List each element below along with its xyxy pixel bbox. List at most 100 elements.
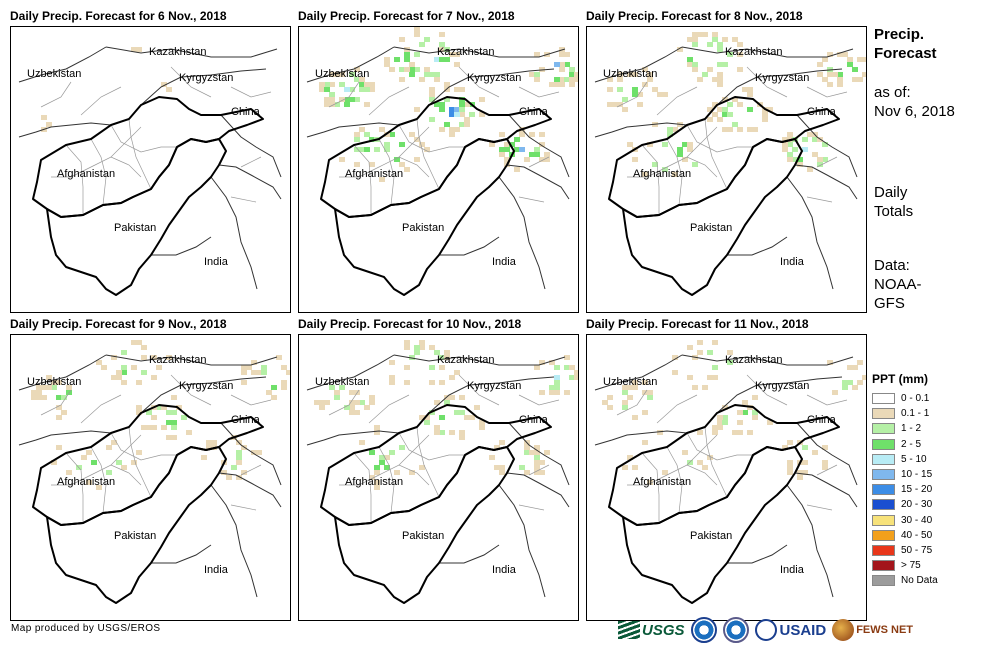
precip-cell bbox=[534, 455, 540, 460]
country-boundary bbox=[218, 472, 282, 508]
precip-cell bbox=[434, 400, 440, 405]
precip-cell bbox=[464, 122, 470, 127]
precip-cell bbox=[241, 470, 247, 475]
precip-cell bbox=[449, 430, 455, 435]
precip-cell bbox=[504, 157, 510, 162]
legend-label: 0 - 0.1 bbox=[901, 393, 930, 405]
precip-cell bbox=[141, 370, 147, 375]
precip-cell bbox=[419, 42, 425, 47]
legend-label: 20 - 30 bbox=[901, 499, 933, 511]
precip-cell bbox=[574, 72, 578, 77]
precip-cell bbox=[439, 365, 445, 370]
legend-item: 30 - 40 bbox=[872, 513, 980, 528]
region-map: Kazakhstan Uzbekistan Kyrgyzstan China Afgha… bbox=[594, 340, 866, 604]
precip-cell bbox=[354, 132, 360, 137]
precip-cell bbox=[444, 82, 450, 87]
precip-cell bbox=[667, 132, 673, 137]
precip-cell bbox=[812, 137, 818, 142]
province-boundary bbox=[378, 138, 395, 206]
precip-cell bbox=[642, 67, 648, 72]
province-boundary bbox=[518, 156, 550, 203]
legend-swatch bbox=[872, 393, 895, 405]
precip-cell bbox=[534, 72, 540, 77]
precip-cell bbox=[637, 102, 643, 107]
precip-cell bbox=[359, 440, 365, 445]
precip-cell bbox=[136, 410, 142, 415]
precip-cell bbox=[449, 107, 455, 112]
precip-cell bbox=[121, 380, 127, 385]
precip-cell bbox=[747, 127, 753, 132]
precip-cell bbox=[827, 82, 833, 87]
precip-cell bbox=[569, 375, 575, 380]
precip-cell bbox=[534, 445, 540, 450]
legend-item: 15 - 20 bbox=[872, 482, 980, 497]
precip-cell bbox=[111, 375, 117, 380]
precip-cell bbox=[439, 102, 445, 107]
precip-cell bbox=[459, 430, 465, 435]
precip-cell bbox=[747, 107, 753, 112]
precip-cell bbox=[627, 455, 633, 460]
precip-cell bbox=[837, 77, 843, 82]
precip-cell bbox=[554, 380, 560, 385]
precip-cell bbox=[647, 395, 653, 400]
precip-cell bbox=[737, 127, 743, 132]
precip-cell bbox=[394, 57, 400, 62]
precip-cell bbox=[539, 390, 545, 395]
precip-cell bbox=[429, 72, 435, 77]
precip-cell bbox=[236, 475, 242, 480]
precip-cell bbox=[319, 87, 325, 92]
precip-cell bbox=[394, 470, 400, 475]
country-boundary bbox=[210, 484, 258, 598]
precip-cell bbox=[419, 345, 425, 350]
precip-cell bbox=[424, 415, 430, 420]
province-boundary bbox=[704, 426, 728, 498]
precip-cell bbox=[787, 142, 793, 147]
country-boundary bbox=[498, 484, 546, 598]
precip-cell bbox=[697, 32, 703, 37]
precip-cell bbox=[106, 470, 112, 475]
precip-cell bbox=[374, 480, 380, 485]
country-label-kyrgyzstan: Kyrgyzstan bbox=[755, 72, 809, 84]
precip-cell bbox=[46, 375, 52, 380]
precip-cell bbox=[717, 72, 723, 77]
precip-cell bbox=[404, 365, 410, 370]
country-label-uzbekistan: Uzbekistan bbox=[315, 68, 369, 80]
precip-cell bbox=[837, 72, 843, 77]
precip-cell bbox=[544, 152, 550, 157]
precip-cell bbox=[702, 385, 708, 390]
precip-cell bbox=[469, 415, 475, 420]
precip-cell bbox=[622, 400, 628, 405]
precip-cell bbox=[136, 47, 142, 52]
precip-cell bbox=[852, 77, 858, 82]
precip-cell bbox=[822, 142, 828, 147]
precip-cell bbox=[762, 117, 768, 122]
country-boundary bbox=[506, 164, 570, 200]
precip-cell bbox=[329, 102, 335, 107]
precip-cell bbox=[349, 405, 355, 410]
precip-cell bbox=[802, 445, 808, 450]
precip-cell bbox=[444, 47, 450, 52]
noaa-logo-icon bbox=[690, 617, 717, 643]
precip-cell bbox=[499, 132, 505, 137]
legend-item: 0.1 - 1 bbox=[872, 406, 980, 421]
precip-cell bbox=[514, 147, 520, 152]
panel-title: Daily Precip. Forecast for 10 Nov., 2018 bbox=[298, 317, 522, 331]
region-map: Kazakhstan Uzbekistan Kyrgyzstan China Afgha… bbox=[18, 340, 290, 604]
country-boundary bbox=[727, 236, 788, 256]
province-boundary bbox=[230, 156, 262, 203]
precip-cell bbox=[802, 137, 808, 142]
legend-swatch bbox=[872, 408, 895, 420]
precip-cell bbox=[349, 97, 355, 102]
precip-cell bbox=[66, 470, 72, 475]
precip-cell bbox=[459, 395, 465, 400]
precip-cell bbox=[399, 37, 405, 42]
precip-cell bbox=[379, 455, 385, 460]
precip-cell bbox=[479, 112, 485, 117]
precip-cell bbox=[677, 152, 683, 157]
precip-cell bbox=[444, 87, 450, 92]
precip-cell bbox=[151, 425, 157, 430]
province-boundary bbox=[806, 156, 838, 203]
usaid-logo: USAID bbox=[754, 619, 826, 641]
precip-cell bbox=[281, 365, 287, 370]
precip-cell bbox=[439, 57, 445, 62]
